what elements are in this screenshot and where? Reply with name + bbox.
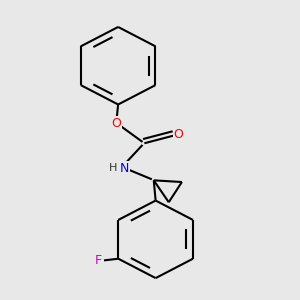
- Text: N: N: [120, 162, 130, 175]
- Text: O: O: [111, 116, 121, 130]
- Text: O: O: [173, 128, 183, 141]
- Text: F: F: [95, 254, 102, 267]
- Text: H: H: [109, 163, 117, 173]
